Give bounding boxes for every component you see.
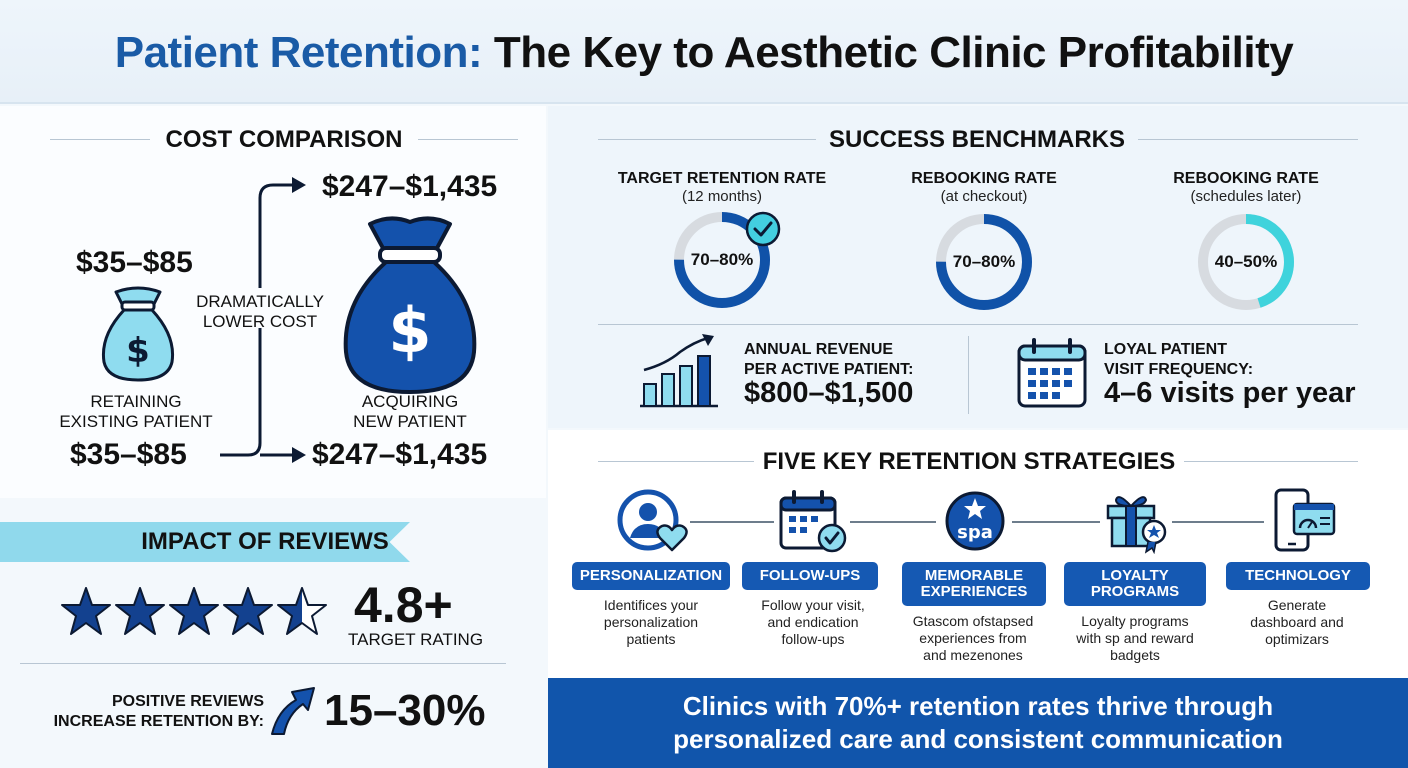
strategy-loyalty-programs: LOYALTY PROGRAMS	[1064, 562, 1206, 606]
title-accent: Patient Retention:	[114, 28, 483, 77]
calendar-icon	[1017, 338, 1087, 408]
half-star-icon	[277, 587, 327, 635]
star-icon	[61, 587, 111, 635]
retention-increase-value: 15–30%	[324, 686, 486, 735]
divider	[20, 663, 506, 664]
star-icon	[169, 587, 219, 635]
rating-value: 4.8+	[354, 577, 453, 633]
strategy-follow-ups: FOLLOW-UPS	[742, 562, 878, 590]
divider	[50, 139, 150, 140]
strategy-description: Gtascom ofstapsed experiences from and mez…	[912, 613, 1034, 663]
retention-ring	[674, 212, 770, 308]
reviews-heading: IMPACT OF REVIEWS	[141, 528, 389, 555]
rating-label: TARGET RATING	[348, 630, 484, 649]
acquire-cost-bottom: $247–$1,435	[312, 438, 488, 471]
strategy-technology: TECHNOLOGY	[1226, 562, 1370, 590]
strategy-description: Follow your visit, and endication follow-u…	[761, 597, 865, 647]
ring-title: REBOOKING RATE	[911, 170, 1057, 187]
frequency-label-1: LOYAL PATIENT	[1104, 341, 1227, 358]
divider	[1138, 139, 1358, 140]
strategy-description: Generate dashboard and optimizars	[1250, 597, 1344, 647]
divider	[598, 324, 1358, 325]
divider	[598, 139, 816, 140]
retain-cost-bottom: $35–$85	[70, 438, 187, 471]
cost-arrows	[220, 177, 306, 463]
spa-badge-text: spa	[957, 522, 993, 543]
svg-text:$: $	[126, 331, 150, 371]
small-money-bag-icon: $	[101, 286, 175, 382]
ring-value: 70–80%	[952, 252, 1016, 271]
positive-label-2: INCREASE RETENTION BY:	[53, 713, 264, 730]
frequency-label-2: VISIT FREQUENCY:	[1104, 361, 1254, 378]
star-icon	[115, 587, 165, 635]
reviews-ribbon	[0, 522, 410, 562]
acquire-label-2: NEW PATIENT	[353, 412, 467, 431]
acquire-label-1: ACQUIRING	[361, 392, 459, 411]
ring-subtitle: (at checkout)	[940, 188, 1028, 205]
strategy-description: Identifices your personalization patients	[603, 597, 699, 647]
calendar-check-icon	[779, 490, 847, 553]
header	[0, 0, 1408, 104]
trend-up-arrow-icon	[271, 687, 315, 735]
banner-text: Clinics with 70%+ retention rates thrive…	[673, 691, 1283, 754]
retain-label-2: EXISTING PATIENT	[59, 412, 213, 431]
revenue-value: $800–$1,500	[744, 377, 914, 409]
middle-label-1: DRAMATICALLY	[196, 292, 324, 311]
frequency-value: 4–6 visits per year	[1104, 377, 1356, 409]
connector-line	[1172, 521, 1264, 523]
ring-value: 40–50%	[1214, 252, 1278, 271]
bar-chart-growth-icon	[640, 334, 718, 408]
page-title: Patient Retention: The Key to Aesthetic …	[0, 28, 1408, 78]
summary-banner: Clinics with 70%+ retention rates thrive…	[548, 678, 1408, 768]
ring-value: 70–80%	[690, 250, 754, 269]
benchmarks-heading: SUCCESS BENCHMARKS	[828, 126, 1126, 153]
rebooking-checkout-ring	[936, 214, 1032, 310]
checkmark-badge-icon	[745, 211, 781, 247]
title-rest: The Key to Aesthetic Clinic Profitabilit…	[482, 28, 1294, 77]
ring-subtitle: (12 months)	[681, 188, 763, 205]
rebooking-later-ring	[1198, 214, 1294, 310]
strategies-heading: FIVE KEY RETENTION STRATEGIES	[762, 448, 1176, 475]
svg-text:$: $	[388, 294, 431, 367]
strategies-panel	[548, 430, 1408, 678]
revenue-label-2: PER ACTIVE PATIENT:	[744, 361, 914, 378]
cost-heading: COST COMPARISON	[165, 126, 403, 153]
star-icon	[223, 587, 273, 635]
ring-title: TARGET RETENTION RATE	[617, 170, 827, 187]
retain-label-1: RETAINING	[90, 392, 182, 411]
spa-star-icon: spa	[945, 491, 1005, 551]
strategy-memorable-experiences: MEMORABLE EXPERIENCES	[902, 562, 1046, 606]
devices-dashboard-icon	[1274, 488, 1336, 552]
strategy-description: Loyalty programs with sp and reward badget…	[1076, 613, 1194, 663]
large-money-bag-icon: $	[343, 216, 477, 394]
ring-title: REBOOKING RATE	[1173, 170, 1319, 187]
divider	[968, 336, 969, 414]
person-heart-icon	[617, 489, 688, 552]
divider	[598, 461, 754, 462]
rating-stars	[61, 587, 327, 635]
ring-subtitle: (schedules later)	[1190, 188, 1302, 205]
positive-label-1: POSITIVE REVIEWS	[111, 693, 264, 710]
acquire-cost-top: $247–$1,435	[322, 170, 498, 203]
divider	[418, 139, 518, 140]
strategy-personalization: PERSONALIZATION	[572, 562, 730, 590]
connector-line	[850, 521, 936, 523]
connector-line	[1012, 521, 1100, 523]
retain-cost-top: $35–$85	[76, 246, 193, 279]
middle-label-2: LOWER COST	[202, 312, 318, 331]
connector-line	[690, 521, 774, 523]
divider	[1184, 461, 1358, 462]
gift-award-icon	[1106, 496, 1167, 554]
revenue-label-1: ANNUAL REVENUE	[744, 341, 894, 358]
